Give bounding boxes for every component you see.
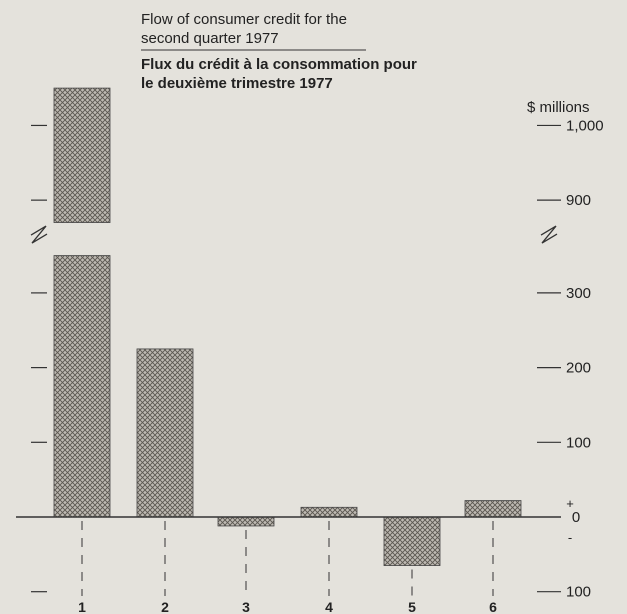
y-tick-label-6: 100 (566, 584, 591, 601)
y-tick-label-1: 900 (566, 192, 591, 209)
y-tick-label-3: 200 (566, 360, 591, 377)
title-en-line-2: second quarter 1977 (141, 30, 279, 47)
bar-1-upper (53, 87, 111, 223)
y-tick-label-0: 0 (572, 509, 580, 526)
y-tick-label-4: 100 (566, 434, 591, 451)
y-tick-label-0: 1,000 (566, 117, 604, 134)
bar-3 (217, 516, 275, 527)
bars (53, 87, 522, 566)
plus-sign-label: + (566, 496, 574, 511)
bar-6 (464, 500, 522, 518)
break-mark-left (30, 225, 48, 244)
category-label-6: 6 (489, 599, 497, 614)
bar-2 (136, 348, 194, 518)
chart-title: Flow of consumer credit for the second q… (141, 11, 417, 92)
category-label-4: 4 (325, 599, 333, 614)
axis-break-marks (30, 225, 558, 244)
break-mark-right (540, 225, 558, 244)
title-fr-line-2: le deuxième trimestre 1977 (141, 75, 333, 92)
sign-labels: + - (566, 496, 574, 545)
bar-5 (383, 516, 441, 566)
title-en-line-1: Flow of consumer credit for the (141, 11, 347, 28)
left-tick-marks (31, 124, 47, 593)
bar-1-lower (53, 255, 111, 518)
category-label-3: 3 (242, 599, 250, 614)
category-label-1: 1 (78, 599, 86, 614)
right-tick-axis: 1,000 900 300 200 100 0 100 (537, 117, 604, 601)
y-axis-unit-label: $ millions (527, 99, 590, 116)
category-label-5: 5 (408, 599, 416, 614)
bar-4 (300, 506, 358, 518)
title-fr-line-1: Flux du crédit à la consommation pour (141, 56, 417, 73)
category-dash-lines (81, 521, 494, 596)
minus-sign-label: - (568, 530, 572, 545)
category-label-2: 2 (161, 599, 169, 614)
category-labels: 1 2 3 4 5 6 (78, 599, 497, 614)
y-tick-label-2: 300 (566, 285, 591, 302)
